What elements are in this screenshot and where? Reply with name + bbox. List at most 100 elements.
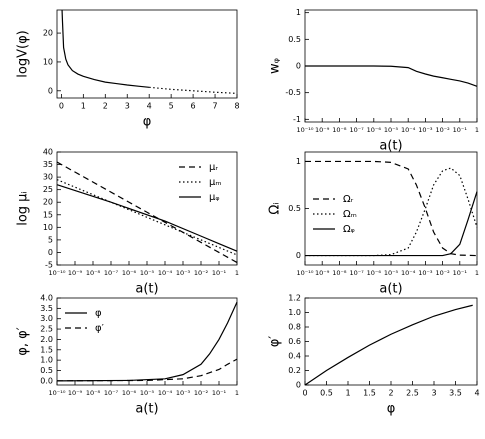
- y-axis-label: wᵩ: [268, 58, 283, 74]
- x-tick-label: 10⁻¹⁰: [49, 389, 66, 397]
- x-tick-label: 10⁻¹: [212, 389, 227, 397]
- y-tick-label: 0: [48, 86, 53, 95]
- y-tick-label: 15: [43, 210, 53, 219]
- x-tick-label: 1: [81, 102, 86, 111]
- x-tick-label: 10⁻⁵: [384, 126, 399, 134]
- x-tick-label: 5: [169, 102, 174, 111]
- x-tick-label: 10⁻⁸: [86, 269, 101, 277]
- x-tick-label: 10⁻³: [418, 126, 433, 134]
- y-axis-label: φ, φ′: [16, 327, 31, 355]
- y-tick-label: 1: [296, 8, 301, 17]
- y-tick-label: 0.5: [40, 366, 53, 375]
- series-line: [305, 167, 478, 257]
- x-tick-label: 10⁻⁹: [315, 269, 330, 277]
- y-tick-label: -5: [45, 261, 53, 270]
- y-axis-label: φ′: [268, 336, 283, 348]
- x-tick-label: 10⁻²: [435, 269, 450, 277]
- x-tick-label: 4: [147, 102, 152, 111]
- axes-frame: [56, 9, 238, 99]
- y-tick-label: 1.5: [40, 345, 53, 354]
- y-tick-label: 30: [43, 173, 53, 182]
- legend-label: μᵣ: [209, 162, 218, 173]
- y-tick-label: 0: [296, 381, 301, 390]
- axes-frame: [304, 151, 478, 266]
- x-tick-label: 10⁻⁶: [122, 269, 137, 277]
- y-tick-label: 25: [43, 185, 53, 194]
- x-tick-label: 10⁻⁶: [367, 126, 382, 134]
- x-tick-label: 10⁻⁷: [349, 269, 364, 277]
- x-tick-label: 10⁻⁴: [158, 389, 173, 397]
- y-tick-label: 3.5: [40, 304, 53, 313]
- x-tick-label: 0.5: [320, 389, 333, 398]
- y-tick-label: 0.5: [288, 204, 301, 213]
- series-line: [56, 179, 238, 256]
- x-tick-label: 1: [345, 389, 350, 398]
- y-tick-label: 4.0: [40, 294, 53, 303]
- x-tick-label: 10⁻³: [418, 269, 433, 277]
- y-tick-label: 0.4: [288, 352, 301, 361]
- x-tick-label: 1: [235, 389, 239, 397]
- x-tick-label: 1: [475, 126, 479, 134]
- x-tick-label: 10⁻⁹: [315, 126, 330, 134]
- y-tick-label: 0.5: [288, 35, 301, 44]
- x-tick-label: 10⁻²: [194, 389, 209, 397]
- x-tick-label: 3: [125, 102, 130, 111]
- x-tick-label: 10⁻⁴: [158, 269, 173, 277]
- x-tick-label: 10⁻¹⁰: [297, 269, 314, 277]
- x-tick-label: 10⁻⁸: [332, 126, 347, 134]
- x-tick-label: 7: [213, 102, 218, 111]
- x-tick-label: 10⁻¹: [453, 269, 468, 277]
- y-tick-label: 3.0: [40, 314, 53, 323]
- x-tick-label: 1.5: [363, 389, 376, 398]
- x-axis-label: a(t): [135, 402, 158, 417]
- x-tick-label: 10⁻⁴: [401, 126, 416, 134]
- y-tick-label: 2.0: [40, 335, 53, 344]
- x-axis-label: a(t): [135, 282, 158, 297]
- x-tick-label: 10⁻¹⁰: [297, 126, 314, 134]
- x-tick-label: 2: [388, 389, 393, 398]
- x-tick-label: 10⁻⁴: [401, 269, 416, 277]
- y-tick-label: 20: [43, 29, 53, 38]
- y-tick-label: 0.2: [288, 366, 301, 375]
- x-tick-label: 10⁻⁵: [384, 269, 399, 277]
- x-tick-label: 0: [59, 102, 64, 111]
- x-axis-label: a(t): [379, 282, 402, 297]
- x-tick-label: 6: [191, 102, 196, 111]
- series-line: [305, 65, 478, 87]
- x-tick-label: 10⁻⁷: [349, 126, 364, 134]
- x-tick-label: 10⁻⁷: [104, 269, 119, 277]
- x-tick-label: 10⁻³: [176, 389, 191, 397]
- y-tick-label: 35: [43, 160, 53, 169]
- x-tick-label: 2: [103, 102, 108, 111]
- x-tick-label: 10⁻¹: [212, 269, 227, 277]
- x-tick-label: 10⁻⁶: [367, 269, 382, 277]
- legend-label: μᵩ: [209, 192, 220, 203]
- x-tick-label: 10⁻¹: [453, 126, 468, 134]
- x-tick-label: 10⁻²: [435, 126, 450, 134]
- y-tick-label: 1.0: [40, 356, 53, 365]
- y-tick-label: 0.8: [288, 323, 301, 332]
- x-tick-label: 10⁻⁷: [104, 389, 119, 397]
- x-tick-label: 1: [475, 269, 479, 277]
- x-tick-label: 8: [234, 102, 239, 111]
- legend-label: φ′: [95, 323, 105, 334]
- series-line: [56, 184, 238, 252]
- legend-label: Ωₘ: [343, 209, 357, 220]
- x-tick-label: 10⁻²: [194, 269, 209, 277]
- y-tick-label: 2.5: [40, 325, 53, 334]
- x-tick-label: 10⁻⁸: [332, 269, 347, 277]
- x-tick-label: 10⁻⁹: [68, 269, 83, 277]
- y-tick-label: 0: [296, 251, 301, 260]
- x-tick-label: 10⁻⁵: [140, 389, 155, 397]
- y-tick-label: 10: [43, 223, 53, 232]
- series-line: [305, 160, 478, 257]
- x-axis-label: φ: [387, 402, 396, 417]
- y-tick-label: 10: [43, 57, 53, 66]
- y-tick-label: 20: [43, 198, 53, 207]
- series-line: [149, 86, 238, 94]
- y-tick-label: -0.5: [285, 88, 301, 97]
- series-line: [56, 358, 238, 382]
- series-line: [305, 191, 478, 257]
- series-line: [56, 301, 238, 382]
- y-tick-label: 0.6: [288, 337, 301, 346]
